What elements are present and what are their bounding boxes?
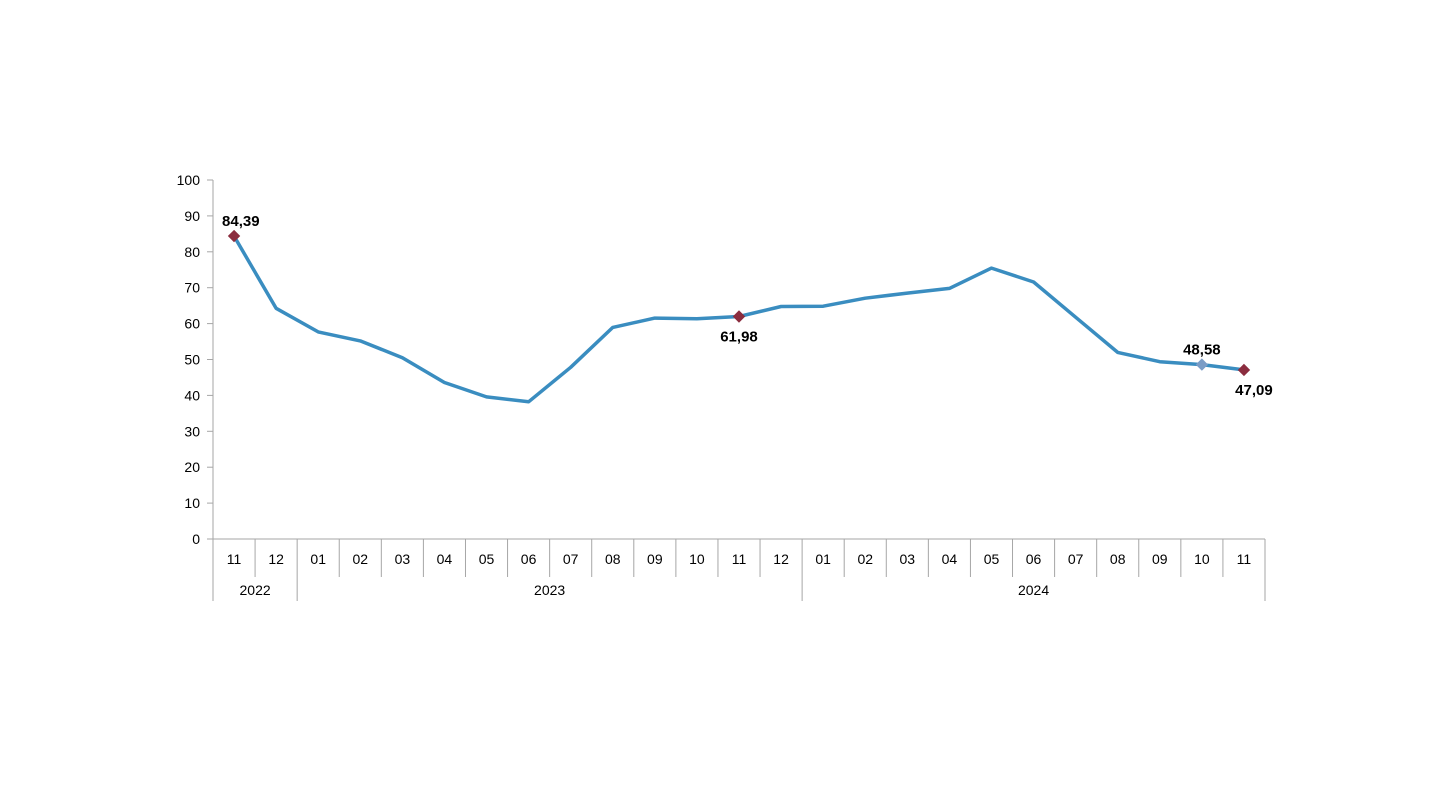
x-tick-label: 01 xyxy=(815,551,831,567)
y-tick-label: 30 xyxy=(184,423,200,439)
data-label: 84,39 xyxy=(222,213,260,230)
x-tick-label: 05 xyxy=(479,551,495,567)
data-label: 61,98 xyxy=(720,328,758,345)
x-tick-label: 01 xyxy=(310,551,326,567)
x-tick-label: 08 xyxy=(1110,551,1126,567)
year-label: 2022 xyxy=(240,582,271,598)
x-axis-ticks: 11 12 01 02 03 04 05 06 07 08 09 10 11 12 01 02 03 04 05 06… xyxy=(212,539,1266,577)
x-tick-label: 11 xyxy=(732,551,747,567)
y-tick-label: 10 xyxy=(184,495,200,511)
x-tick-label: 05 xyxy=(984,551,1000,567)
x-tick-label: 10 xyxy=(689,551,705,567)
x-tick-label: 07 xyxy=(1068,551,1084,567)
y-tick-label: 60 xyxy=(184,316,200,332)
y-tick-label: 80 xyxy=(184,244,200,260)
y-tick-label: 0 xyxy=(192,531,200,547)
y-tick-label: 70 xyxy=(184,280,200,296)
y-axis-ticks: 0 10 20 30 40 50 60 70 80 90 100 xyxy=(177,172,213,547)
x-tick-label: 04 xyxy=(942,551,958,567)
x-tick-label: 02 xyxy=(857,551,873,567)
axes xyxy=(212,180,1265,540)
x-tick-label: 09 xyxy=(647,551,663,567)
x-tick-label: 08 xyxy=(605,551,621,567)
x-tick-label: 11 xyxy=(1237,551,1252,567)
data-point-marker xyxy=(1237,363,1251,377)
y-tick-label: 40 xyxy=(184,387,200,403)
x-tick-label: 03 xyxy=(900,551,916,567)
x-tick-label: 09 xyxy=(1152,551,1168,567)
x-tick-label: 10 xyxy=(1194,551,1210,567)
y-tick-label: 90 xyxy=(184,208,200,224)
year-label: 2024 xyxy=(1018,582,1049,598)
data-labels: 84,39 61,98 48,58 47,09 xyxy=(222,213,1273,399)
year-label: 2023 xyxy=(534,582,565,598)
x-tick-label: 04 xyxy=(437,551,453,567)
x-tick-label: 11 xyxy=(227,551,242,567)
data-label: 47,09 xyxy=(1235,382,1273,399)
y-tick-label: 50 xyxy=(184,352,200,368)
y-tick-label: 20 xyxy=(184,459,200,475)
x-tick-label: 03 xyxy=(395,551,411,567)
data-point-marker xyxy=(732,310,746,323)
year-labels: 2022 2023 2024 xyxy=(212,577,1266,601)
data-label: 48,58 xyxy=(1183,342,1221,359)
x-tick-label: 07 xyxy=(563,551,579,567)
y-tick-label: 100 xyxy=(177,172,201,188)
data-point-marker xyxy=(227,229,241,243)
x-tick-label: 12 xyxy=(268,551,284,567)
x-tick-label: 12 xyxy=(773,551,789,567)
data-point-marker xyxy=(1195,358,1209,371)
x-tick-label: 02 xyxy=(352,551,368,567)
x-tick-label: 06 xyxy=(1026,551,1042,567)
x-tick-label: 06 xyxy=(521,551,537,567)
